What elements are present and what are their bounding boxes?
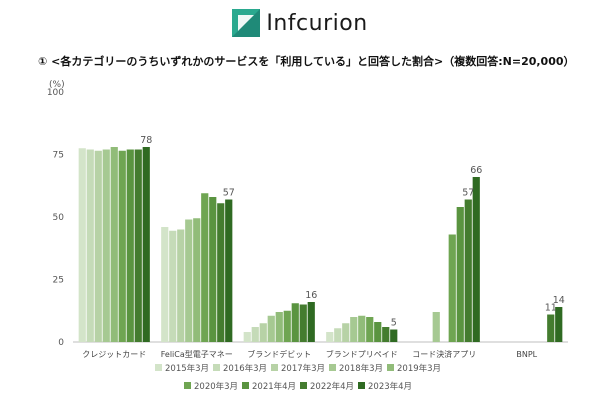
bar <box>251 327 259 342</box>
legend-label: 2017年3月 <box>281 363 325 374</box>
legend-label: 2018年3月 <box>339 363 383 374</box>
legend-label: 2023年4月 <box>368 381 412 392</box>
data-label: 16 <box>305 290 317 301</box>
bar <box>283 310 291 342</box>
bar <box>275 312 283 342</box>
y-tick-label: 0 <box>58 338 64 348</box>
data-label: 57 <box>462 188 474 199</box>
bar <box>390 329 398 342</box>
bar <box>267 315 275 342</box>
x-tick-label: クレジットカード <box>82 350 146 359</box>
legend-label: 2015年3月 <box>165 363 209 374</box>
legend-swatch <box>242 382 249 389</box>
legend-label: 2022年4月 <box>310 381 354 392</box>
bar <box>366 317 374 342</box>
x-tick-label: ブランドプリペイド <box>326 349 398 359</box>
legend-label: 2021年4月 <box>252 381 296 392</box>
legend-label: 2019年3月 <box>397 363 441 374</box>
data-label: 66 <box>470 165 482 176</box>
bar <box>126 149 134 342</box>
bar <box>358 315 366 342</box>
bar <box>209 197 217 342</box>
bar <box>94 150 102 342</box>
x-tick-label: BNPL <box>516 350 537 359</box>
infcurion-logo-icon <box>232 9 261 37</box>
legend-swatch <box>271 364 278 371</box>
bar <box>134 149 142 342</box>
bar <box>102 149 110 342</box>
y-tick-label: 100 <box>47 88 64 98</box>
bar <box>169 230 177 342</box>
bar <box>142 147 150 342</box>
data-label: 78 <box>140 135 152 146</box>
bar <box>350 317 358 342</box>
bar <box>432 312 440 342</box>
bar <box>448 234 456 342</box>
bar <box>225 199 233 342</box>
bar <box>342 323 350 342</box>
legend-label: 2016年3月 <box>223 363 267 374</box>
x-tick-label: FeliCa型電子マネー <box>161 350 233 359</box>
bar <box>382 327 390 342</box>
legend-label: 2020年3月 <box>194 381 238 392</box>
bar <box>299 304 307 342</box>
bar <box>547 314 555 342</box>
bar <box>193 218 201 342</box>
bar <box>326 332 334 342</box>
data-label: 5 <box>391 318 397 329</box>
bar <box>334 328 342 342</box>
x-tick-label: コード決済アプリ <box>412 349 476 359</box>
bar <box>259 323 267 342</box>
bar <box>110 147 118 342</box>
bar <box>177 229 185 342</box>
bar <box>291 303 299 342</box>
y-axis-unit-label: (%) <box>49 80 65 90</box>
bar <box>86 149 94 342</box>
data-label: 14 <box>553 295 565 306</box>
data-label: 57 <box>223 188 235 199</box>
legend-swatch <box>300 382 307 389</box>
bar <box>456 207 464 342</box>
bar <box>78 148 86 342</box>
bar <box>185 219 193 342</box>
bar <box>217 203 225 342</box>
bar <box>374 322 382 342</box>
y-tick-label: 50 <box>53 213 65 223</box>
legend-swatch <box>155 364 162 371</box>
logo-text: Infcurion <box>266 10 368 36</box>
bar <box>118 150 126 342</box>
chart-title: ① <各カテゴリーのうちいずれかのサービスを「利用している」と回答した割合>（複… <box>38 55 575 68</box>
y-tick-label: 25 <box>53 276 64 286</box>
bar <box>243 332 251 342</box>
bar <box>161 227 169 342</box>
legend-swatch <box>358 382 365 389</box>
bar <box>201 193 209 342</box>
legend-swatch <box>213 364 220 371</box>
bar <box>555 307 563 342</box>
bar <box>307 302 315 342</box>
legend-swatch <box>387 364 394 371</box>
legend-swatch <box>329 364 336 371</box>
bar <box>472 177 480 342</box>
bar <box>464 199 472 342</box>
x-tick-label: ブランドデビット <box>247 349 311 359</box>
brand-logo: Infcurion <box>0 6 600 40</box>
y-tick-label: 75 <box>53 151 64 161</box>
data-label: 11 <box>545 303 557 314</box>
legend-swatch <box>184 382 191 389</box>
